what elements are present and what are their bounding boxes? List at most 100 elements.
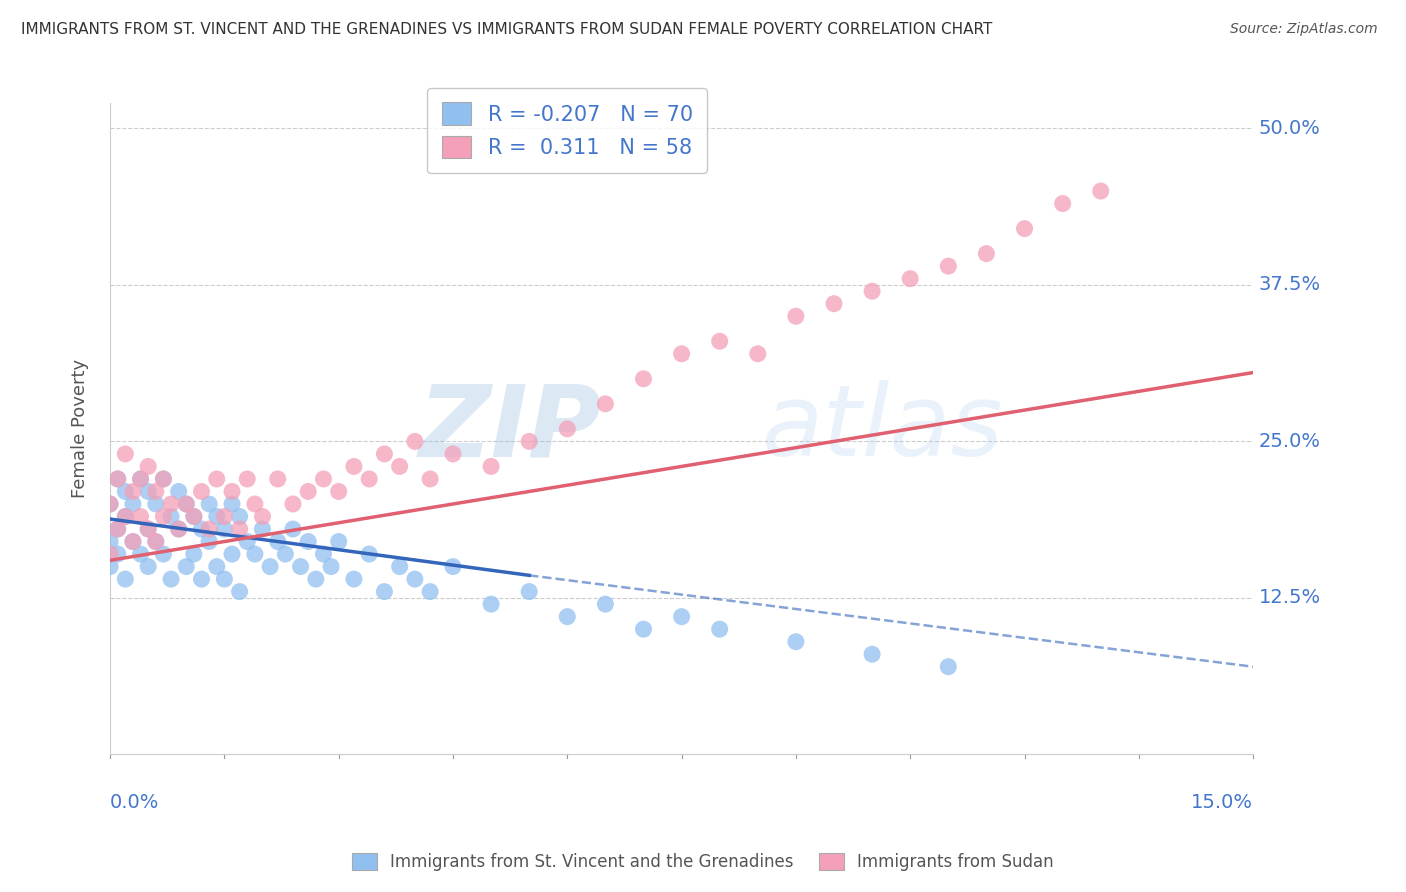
Point — [114, 509, 136, 524]
Point — [174, 497, 197, 511]
Point — [183, 547, 205, 561]
Point — [252, 509, 274, 524]
Text: 37.5%: 37.5% — [1258, 276, 1322, 294]
Point — [221, 497, 243, 511]
Point — [98, 534, 121, 549]
Point — [145, 497, 167, 511]
Point — [267, 472, 290, 486]
Point — [281, 497, 304, 511]
Point — [228, 522, 250, 536]
Point — [136, 484, 159, 499]
Point — [114, 509, 136, 524]
Point — [1014, 221, 1036, 235]
Point — [160, 572, 183, 586]
Point — [860, 284, 883, 298]
Point — [98, 547, 121, 561]
Point — [319, 559, 342, 574]
Point — [785, 310, 807, 324]
Point — [107, 522, 129, 536]
Point — [129, 472, 152, 486]
Point — [114, 484, 136, 499]
Point — [136, 459, 159, 474]
Point — [107, 547, 129, 561]
Legend: R = -0.207   N = 70, R =  0.311   N = 58: R = -0.207 N = 70, R = 0.311 N = 58 — [427, 87, 707, 173]
Point — [404, 434, 426, 449]
Point — [122, 534, 145, 549]
Point — [145, 484, 167, 499]
Y-axis label: Female Poverty: Female Poverty — [72, 359, 89, 499]
Point — [198, 534, 221, 549]
Point — [709, 622, 731, 636]
Point — [205, 559, 228, 574]
Point — [274, 547, 297, 561]
Point — [305, 572, 328, 586]
Point — [860, 647, 883, 661]
Point — [388, 559, 411, 574]
Point — [190, 572, 212, 586]
Point — [297, 534, 319, 549]
Point — [214, 509, 236, 524]
Point — [343, 459, 366, 474]
Point — [290, 559, 312, 574]
Point — [419, 584, 441, 599]
Point — [359, 472, 381, 486]
Point — [114, 572, 136, 586]
Point — [328, 484, 350, 499]
Point — [198, 522, 221, 536]
Text: 0.0%: 0.0% — [110, 793, 159, 813]
Point — [898, 271, 921, 285]
Point — [404, 572, 426, 586]
Point — [136, 559, 159, 574]
Point — [167, 522, 190, 536]
Point — [221, 547, 243, 561]
Point — [136, 522, 159, 536]
Point — [174, 497, 197, 511]
Point — [160, 497, 183, 511]
Point — [252, 522, 274, 536]
Point — [198, 497, 221, 511]
Point — [114, 447, 136, 461]
Point — [297, 484, 319, 499]
Point — [479, 459, 502, 474]
Point — [107, 472, 129, 486]
Point — [312, 547, 335, 561]
Point — [236, 534, 259, 549]
Point — [747, 347, 769, 361]
Point — [136, 522, 159, 536]
Point — [152, 509, 174, 524]
Point — [205, 472, 228, 486]
Point — [259, 559, 281, 574]
Text: ZIP: ZIP — [419, 380, 602, 477]
Point — [328, 534, 350, 549]
Point — [167, 484, 190, 499]
Point — [145, 534, 167, 549]
Point — [98, 559, 121, 574]
Text: 25.0%: 25.0% — [1258, 432, 1320, 450]
Point — [183, 509, 205, 524]
Point — [419, 472, 441, 486]
Point — [1090, 184, 1112, 198]
Point — [152, 472, 174, 486]
Point — [671, 609, 693, 624]
Point — [517, 434, 540, 449]
Text: Source: ZipAtlas.com: Source: ZipAtlas.com — [1230, 22, 1378, 37]
Point — [595, 597, 617, 611]
Point — [633, 622, 655, 636]
Point — [595, 397, 617, 411]
Point — [122, 484, 145, 499]
Point — [243, 497, 266, 511]
Point — [152, 547, 174, 561]
Point — [221, 484, 243, 499]
Point — [107, 472, 129, 486]
Point — [98, 497, 121, 511]
Point — [555, 422, 578, 436]
Point — [129, 509, 152, 524]
Point — [145, 534, 167, 549]
Point — [190, 484, 212, 499]
Point — [98, 497, 121, 511]
Point — [228, 509, 250, 524]
Point — [343, 572, 366, 586]
Point — [709, 334, 731, 349]
Point — [517, 584, 540, 599]
Text: atlas: atlas — [762, 380, 1004, 477]
